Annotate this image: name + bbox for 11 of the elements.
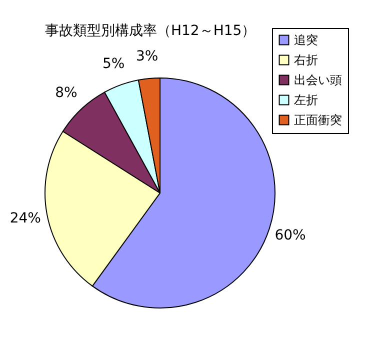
legend-label: 正面衝突 (294, 113, 342, 127)
chart-title: 事故類型別構成率（H12～H15） (45, 23, 256, 39)
data-label: 3% (136, 48, 158, 65)
legend-label: 左折 (294, 93, 318, 107)
legend-label: 追突 (294, 33, 318, 47)
legend-label: 右折 (294, 53, 318, 67)
data-label: 8% (55, 85, 78, 102)
data-label: 24% (10, 210, 41, 227)
data-label: 5% (102, 56, 125, 72)
data-label: 60% (274, 227, 306, 244)
legend-label: 出会い頭 (294, 73, 342, 87)
